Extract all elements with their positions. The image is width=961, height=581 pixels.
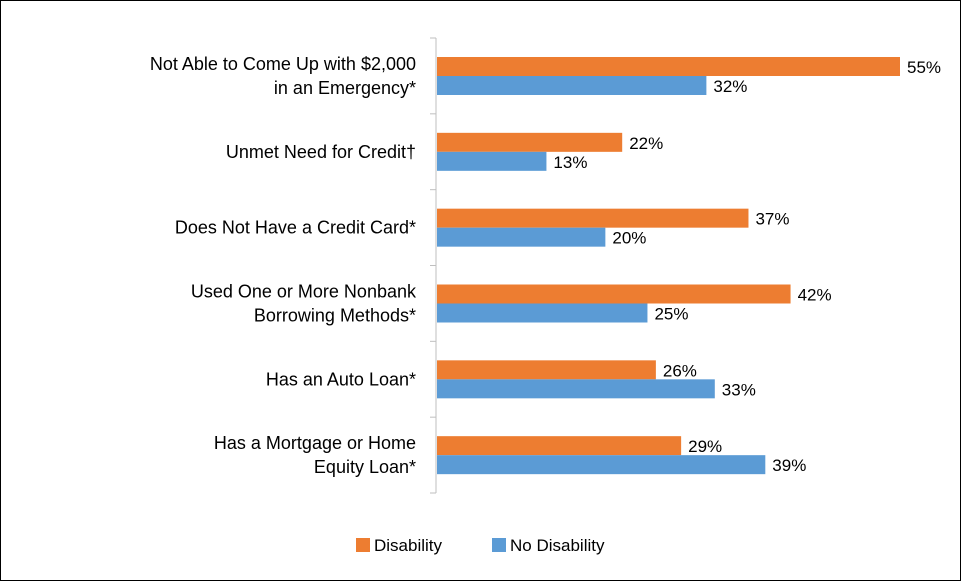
data-label-disability: 26% [663, 361, 697, 380]
legend-swatch-disability [356, 538, 370, 552]
data-label-no-disability: 13% [553, 153, 587, 172]
legend: Disability No Disability [356, 536, 605, 555]
data-label-no-disability: 25% [654, 305, 688, 324]
data-label-no-disability: 33% [722, 380, 756, 399]
bar-disability [437, 57, 900, 76]
legend-label-no-disability: No Disability [510, 536, 605, 555]
bar-disability [437, 436, 682, 456]
axis-layer [430, 37, 437, 494]
data-label-disability: 29% [688, 437, 722, 456]
data-label-disability: 55% [907, 58, 941, 77]
category-label: Not Able to Come Up with $2,000 in an Eme… [150, 54, 416, 98]
category-label: Has a Mortgage or Home Equity Loan* [214, 433, 416, 477]
labels-layer: Not Able to Come Up with $2,000 in an Eme… [150, 54, 941, 477]
data-label-disability: 42% [798, 286, 832, 305]
category-label: Does Not Have a Credit Card* [175, 218, 416, 238]
category-label-line: in an Emergency* [274, 78, 416, 98]
data-label-no-disability: 39% [772, 456, 806, 475]
bar-no-disability [437, 151, 547, 171]
bar-disability [437, 360, 656, 380]
category-label-line: Has a Mortgage or Home [214, 433, 416, 453]
bar-no-disability [437, 455, 766, 475]
category-label-line: Equity Loan* [314, 457, 416, 477]
data-label-disability: 22% [629, 134, 663, 153]
category-label: Unmet Need for Credit† [226, 142, 416, 162]
category-label: Has an Auto Loan* [266, 369, 416, 389]
category-label-line: Does Not Have a Credit Card* [175, 218, 416, 238]
category-label-line: Borrowing Methods* [254, 306, 416, 326]
bars-layer [437, 57, 900, 475]
bar-disability [437, 132, 623, 152]
bar-no-disability [437, 76, 707, 95]
legend-swatch-no-disability [492, 538, 506, 552]
bar-disability [437, 208, 749, 228]
category-label-line: Not Able to Come Up with $2,000 [150, 54, 416, 74]
legend-label-disability: Disability [374, 536, 443, 555]
data-label-no-disability: 32% [713, 77, 747, 96]
category-label: Used One or More Nonbank Borrowing Method… [191, 282, 417, 326]
bar-disability [437, 284, 791, 304]
category-label-line: Has an Auto Loan* [266, 369, 416, 389]
bar-no-disability [437, 379, 715, 399]
data-label-disability: 37% [755, 210, 789, 229]
bar-no-disability [437, 227, 606, 247]
category-label-line: Used One or More Nonbank [191, 282, 417, 302]
data-label-no-disability: 20% [612, 229, 646, 248]
category-label-line: Unmet Need for Credit† [226, 142, 416, 162]
bar-no-disability [437, 303, 648, 323]
